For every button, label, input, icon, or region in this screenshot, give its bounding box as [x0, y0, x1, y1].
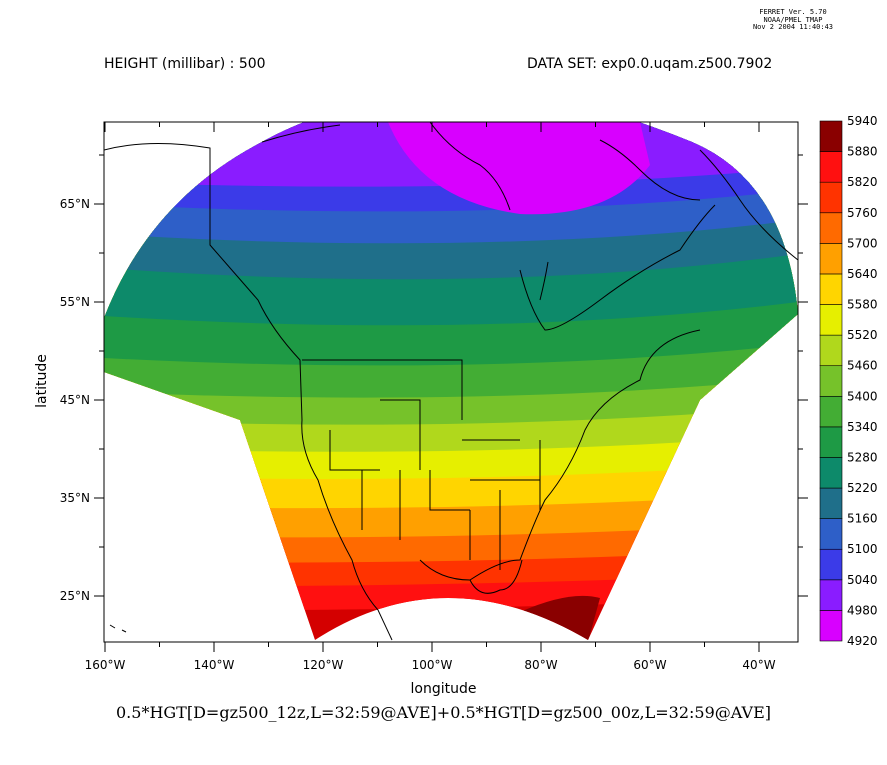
colorbar-label: 5400 — [847, 389, 878, 403]
colorbar-label: 5640 — [847, 267, 878, 281]
colorbar-label: 5160 — [847, 512, 878, 526]
colorbar-swatch — [819, 548, 843, 581]
colorbar-label: 5340 — [847, 420, 878, 434]
colorbar-label: 5460 — [847, 359, 878, 373]
x-axis-title: longitude — [410, 681, 477, 697]
ferret-stamp: FERRET Ver. 5.70 NOAA/PMEL TMAP Nov 2 20… — [738, 8, 848, 32]
coastline-segment — [104, 142, 379, 611]
colorbar-swatch — [819, 273, 843, 305]
colorbar-swatch — [819, 365, 843, 397]
coastline-segment — [419, 329, 701, 581]
coastline-segment — [302, 359, 540, 511]
colorbar-label: 5700 — [847, 236, 878, 250]
y-axis-title: latitude — [34, 354, 50, 408]
coastline-segment — [261, 122, 701, 211]
coastline-segment — [469, 559, 523, 594]
colorbar-label: 5940 — [847, 114, 878, 128]
colorbar-swatch — [819, 457, 843, 489]
expression-caption: 0.5*HGT[D=gz500_12z,L=32:59@AVE]+0.5*HGT… — [116, 703, 771, 722]
colorbar-label: 4920 — [847, 634, 878, 648]
x-tick-label: 160°W — [85, 658, 126, 672]
y-tick-label: 35°N — [60, 491, 90, 505]
colorbar-swatch — [819, 395, 843, 428]
stamp-line: NOAA/PMEL TMAP — [763, 15, 823, 24]
colorbar-label: 5220 — [847, 481, 878, 495]
colorbar-swatch — [819, 243, 843, 275]
colorbar-label: 4980 — [847, 603, 878, 617]
colorbar-label: 5040 — [847, 573, 878, 587]
coastline-segment — [109, 624, 127, 633]
colorbar-swatch — [819, 487, 843, 519]
y-axis: 25°N 35°N 45°N 55°N 65°N — [60, 154, 808, 603]
variable-title: HEIGHT (millibar) : 500 — [104, 56, 266, 72]
colorbar-swatch — [819, 334, 843, 367]
x-tick-label: 80°W — [524, 658, 557, 672]
coastlines — [104, 122, 798, 641]
coastline-segment — [699, 149, 798, 261]
stamp-line: Nov 2 2004 11:40:43 — [752, 23, 834, 31]
stamp-line: FERRET Ver. 5.70 — [759, 8, 827, 16]
coastline-segment — [377, 609, 393, 641]
dataset-title: DATA SET: exp0.0.uqam.z500.7902 — [527, 56, 773, 72]
colorbar-label: 5880 — [847, 145, 878, 159]
colorbar-swatch — [819, 610, 843, 642]
colorbar-label: 5760 — [847, 206, 878, 220]
colorbar-swatch — [819, 426, 843, 458]
colorbar-swatch — [819, 151, 843, 183]
colorbar-label: 5100 — [847, 542, 878, 556]
coastline-segment — [519, 204, 716, 331]
x-axis-title-wrap: longitude — [0, 678, 887, 697]
colorbar-label: 5580 — [847, 298, 878, 312]
x-tick-label: 120°W — [303, 658, 344, 672]
x-axis: 160°W 140°W 120°W 100°W 80°W 60°W 40°W — [85, 122, 776, 672]
plot-frame — [103, 121, 799, 643]
y-tick-label: 45°N — [60, 393, 90, 407]
x-tick-label: 40°W — [742, 658, 775, 672]
colorbar-label: 5280 — [847, 450, 878, 464]
x-tick-label: 60°W — [633, 658, 666, 672]
colorbar-label: 5520 — [847, 328, 878, 342]
y-tick-label: 55°N — [60, 295, 90, 309]
colorbar: 4920 4980 5040 5100 5160 5220 5280 5340 5400 5460… — [819, 114, 878, 648]
height-minimum — [388, 122, 650, 215]
y-tick-label: 65°N — [60, 197, 90, 211]
colorbar-swatch — [819, 579, 843, 611]
x-tick-label: 100°W — [412, 658, 453, 672]
colorbar-swatch — [819, 120, 843, 152]
colorbar-swatch — [819, 304, 843, 336]
colorbar-swatch — [819, 181, 843, 214]
x-tick-label: 140°W — [194, 658, 235, 672]
colorbar-swatch — [819, 518, 843, 550]
y-tick-label: 25°N — [60, 589, 90, 603]
colorbar-swatch — [819, 212, 843, 244]
colorbar-label: 5820 — [847, 175, 878, 189]
coastline-segment — [361, 440, 541, 570]
